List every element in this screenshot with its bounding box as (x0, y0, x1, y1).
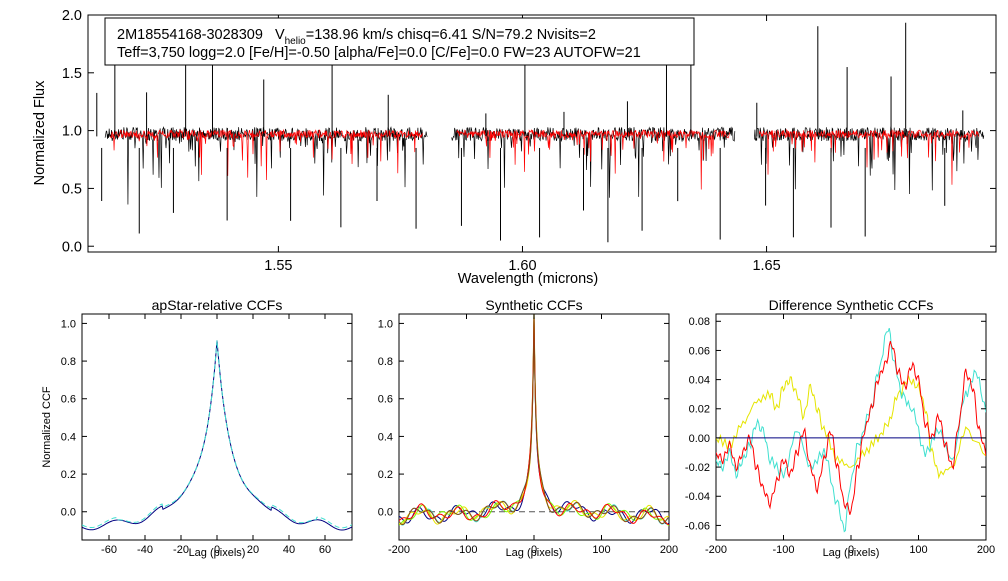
y-tick-label: 0.2 (378, 469, 393, 481)
y-tick-label: 0.4 (61, 431, 76, 443)
x-tick-label: 0 (531, 544, 537, 556)
vhelio-and-stats-text: =138.96 km/s chisq=6.41 S/N=79.2 Nvisits… (306, 27, 596, 43)
apstar-ccf-series (82, 340, 352, 529)
synthetic-ccf-title: Synthetic CCFs (485, 297, 582, 313)
star-id-text: 2M18554168-3028309 (117, 27, 263, 43)
stellar-parameters-text: Teff=3,750 logg=2.0 [Fe/H]=-0.50 [alpha/… (117, 45, 641, 61)
x-tick-label: 100 (592, 544, 610, 556)
y-tick-label: 0.8 (378, 356, 393, 368)
x-tick-label: -40 (137, 544, 153, 556)
synthetic-ccf-axis-ticks: -200 -100 0 100 200 0.0 0.2 0.4 0.6 0.8 1.0 (378, 314, 678, 556)
apstar-ccf-series (82, 340, 352, 531)
x-tick-label: 1.55 (264, 258, 292, 274)
spectrum-info-box (104, 17, 695, 66)
difference-ccf-marks (716, 327, 986, 533)
y-tick-label: -0.02 (685, 462, 710, 474)
observed-spectrum-line (104, 126, 985, 205)
synthetic-ccf-series (399, 314, 669, 527)
x-tick-label: 40 (283, 544, 295, 556)
spectrum-ylabel: Normalized Flux (32, 80, 48, 185)
difference-ccf-series (716, 341, 986, 515)
x-tick-label: 1.65 (752, 258, 780, 274)
difference-ccf-title: Difference Synthetic CCFs (769, 297, 934, 313)
y-tick-label: 0.02 (689, 404, 710, 416)
apstar-ccf-panel: -60 -40 -20 0 20 40 60 0.0 0.2 0.4 0.6 0.8 1.0 apSta… (41, 297, 353, 559)
vhelio-subscript: helio (285, 36, 307, 47)
x-tick-label: -100 (772, 544, 794, 556)
spectrum-axis-ticks: 1.55 1.60 1.65 0.0 0.5 1.0 1.5 2.0 (62, 8, 996, 274)
y-tick-label: 0.04 (689, 374, 710, 386)
y-tick-label: 0.0 (378, 507, 393, 519)
vhelio-symbol: V (275, 27, 285, 43)
y-tick-label: -0.06 (685, 520, 710, 532)
x-tick-label: 1.60 (508, 258, 536, 274)
synthetic-ccf-marks (399, 314, 669, 527)
difference-ccf-xlabel: Lag (pixels) (823, 547, 880, 559)
x-tick-label: -100 (455, 544, 477, 556)
y-tick-label: 0.2 (61, 469, 76, 481)
apstar-ccf-ylabel: Normalized CCF (41, 386, 53, 468)
apstar-ccf-xlabel: Lag (pixels) (189, 547, 246, 559)
difference-ccf-panel: -200 -100 0 100 200 -0.06 -0.04 -0.02 0.00 0.02 0.… (685, 297, 995, 559)
synthetic-ccf-series (399, 317, 669, 526)
difference-ccf-axis-ticks: -200 -100 0 100 200 -0.06 -0.04 -0.02 0.00 0.02 0.… (685, 314, 995, 556)
y-tick-label: 0.0 (61, 507, 76, 519)
apstar-ccf-axis-ticks: -60 -40 -20 0 20 40 60 0.0 0.2 0.4 0.6 0.8 1.0 (61, 314, 352, 556)
difference-ccf-series (716, 375, 986, 480)
x-tick-label: 100 (909, 544, 927, 556)
y-tick-label: 1.0 (62, 124, 82, 140)
y-tick-label: 0.06 (689, 345, 710, 357)
x-tick-label: -200 (705, 544, 727, 556)
synthetic-ccf-panel: -200 -100 0 100 200 0.0 0.2 0.4 0.6 0.8 1.0 Synthe… (378, 297, 678, 559)
y-tick-label: 0.4 (378, 431, 393, 443)
spectrum-plot-frame (87, 14, 997, 253)
difference-ccf-series (716, 327, 986, 533)
y-tick-label: 0.0 (62, 239, 82, 255)
spectrum-xlabel: Wavelength (microns) (458, 271, 598, 287)
x-tick-label: -200 (388, 544, 410, 556)
y-tick-label: 0.6 (61, 394, 76, 406)
synthetic-ccf-xlabel: Lag (pixels) (506, 547, 563, 559)
y-tick-label: 0.08 (689, 316, 710, 328)
synthetic-ccf-series (399, 314, 669, 526)
y-tick-label: 0.00 (689, 433, 710, 445)
y-tick-label: 0.5 (62, 181, 82, 197)
x-tick-label: -60 (101, 544, 117, 556)
y-tick-label: 2.0 (62, 8, 82, 24)
model-spectrum-line (109, 128, 980, 190)
x-tick-label: -20 (173, 544, 189, 556)
y-tick-label: 0.8 (61, 356, 76, 368)
apstar-ccf-frame (81, 313, 353, 541)
y-tick-label: 1.0 (61, 318, 76, 330)
y-tick-label: 1.0 (378, 318, 393, 330)
x-tick-label: 0 (214, 544, 220, 556)
y-tick-label: 0.6 (378, 394, 393, 406)
apstar-ccf-title: apStar-relative CCFs (152, 297, 283, 313)
x-tick-label: 200 (660, 544, 678, 556)
y-tick-label: 1.5 (62, 66, 82, 82)
x-tick-label: 60 (319, 544, 331, 556)
spectrum-info-line1: 2M18554168-3028309 Vhelio=138.96 km/s chi… (117, 27, 596, 47)
x-tick-label: 20 (247, 544, 259, 556)
x-tick-label: 0 (848, 544, 854, 556)
y-tick-label: -0.04 (685, 491, 710, 503)
difference-ccf-frame (715, 313, 987, 541)
apstar-ccf-marks (82, 340, 352, 531)
x-tick-label: 200 (977, 544, 995, 556)
spectrum-panel: 1.55 1.60 1.65 0.0 0.5 1.0 1.5 2.0 2M18554168-3… (32, 8, 997, 287)
